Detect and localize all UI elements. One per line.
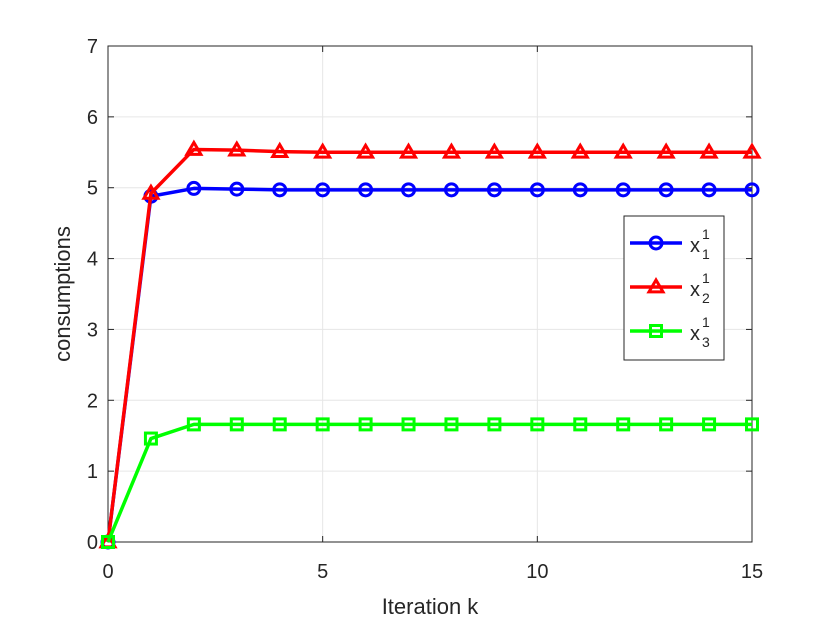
legend-item: x1 2 [630, 270, 710, 306]
y-tick-label: 7 [87, 36, 98, 58]
y-tick-label: 3 [87, 319, 98, 341]
data-point [702, 417, 717, 432]
y-tick-label: 2 [87, 390, 98, 412]
y-tick-label: 1 [87, 461, 98, 483]
data-point [487, 417, 502, 432]
data-point [441, 142, 462, 159]
data-point [143, 431, 158, 446]
axis-ticks: 0 5 10 15 0 1 2 3 4 5 6 7 [87, 36, 763, 583]
legend-label-superscript: 1 [702, 314, 710, 330]
data-point [742, 142, 762, 159]
series-3 [101, 417, 759, 549]
legend-item: x1 3 [630, 314, 710, 350]
series-line [106, 147, 752, 543]
legend-label: x [690, 323, 700, 345]
data-point [270, 141, 290, 158]
data-point [401, 182, 417, 198]
data-point [186, 417, 201, 432]
y-tick-label: 5 [87, 178, 98, 200]
data-point [616, 417, 631, 432]
data-point [484, 142, 505, 159]
data-point [444, 417, 459, 432]
data-point [272, 417, 287, 432]
legend-label-superscript: 1 [702, 226, 710, 242]
data-point [573, 417, 588, 432]
data-point [141, 183, 161, 200]
series-2 [98, 139, 762, 549]
x-tick-label: 10 [526, 561, 548, 583]
y-tick-label: 0 [87, 532, 98, 554]
data-point [184, 139, 204, 156]
data-point [101, 535, 115, 549]
data-point [229, 181, 245, 197]
data-point [315, 182, 331, 198]
data-point [744, 182, 760, 198]
legend-label: x [690, 279, 700, 301]
data-point [701, 182, 717, 198]
plot-frame [107, 45, 753, 543]
data-point [699, 142, 719, 159]
data-point [358, 417, 373, 432]
data-point [529, 182, 545, 198]
legend-label-subscript: 1 [702, 246, 710, 262]
legend-label-subscript: 2 [702, 290, 710, 306]
series-line [106, 186, 752, 543]
data-point [527, 142, 547, 159]
data-point [358, 182, 374, 198]
legend-label: x [690, 235, 700, 257]
y-axis-label: consumptions [50, 226, 75, 362]
data-point [272, 182, 288, 198]
data-point [315, 417, 330, 432]
grid-lines [107, 45, 753, 543]
data-point [186, 180, 202, 196]
data-point [229, 417, 244, 432]
x-axis-label: Iteration k [382, 594, 480, 619]
data-point [486, 182, 502, 198]
x-tick-label: 5 [317, 561, 328, 583]
data-point [401, 417, 416, 432]
data-point [572, 182, 588, 198]
legend-label-subscript: 3 [702, 334, 710, 350]
data-point [355, 142, 376, 159]
legend-item: x1 1 [630, 226, 710, 262]
legend-marker [649, 324, 663, 338]
data-point [745, 417, 759, 432]
y-tick-label: 6 [87, 107, 98, 129]
data-point [656, 142, 676, 159]
data-point [615, 182, 631, 198]
data-point [313, 142, 333, 159]
data-point [398, 142, 419, 159]
series-line [106, 422, 752, 543]
legend-marker [646, 277, 666, 294]
legend-label-superscript: 1 [702, 270, 710, 286]
y-tick-label: 4 [87, 249, 98, 271]
data-point [613, 142, 633, 159]
data-point [658, 182, 674, 198]
series-group [98, 139, 762, 550]
data-point [659, 417, 674, 432]
data-point [530, 417, 545, 432]
x-tick-label: 15 [741, 561, 763, 583]
x-tick-label: 0 [102, 561, 113, 583]
legend-marker [648, 235, 664, 251]
data-point [227, 140, 247, 157]
data-point [570, 142, 590, 159]
data-point [443, 182, 459, 198]
